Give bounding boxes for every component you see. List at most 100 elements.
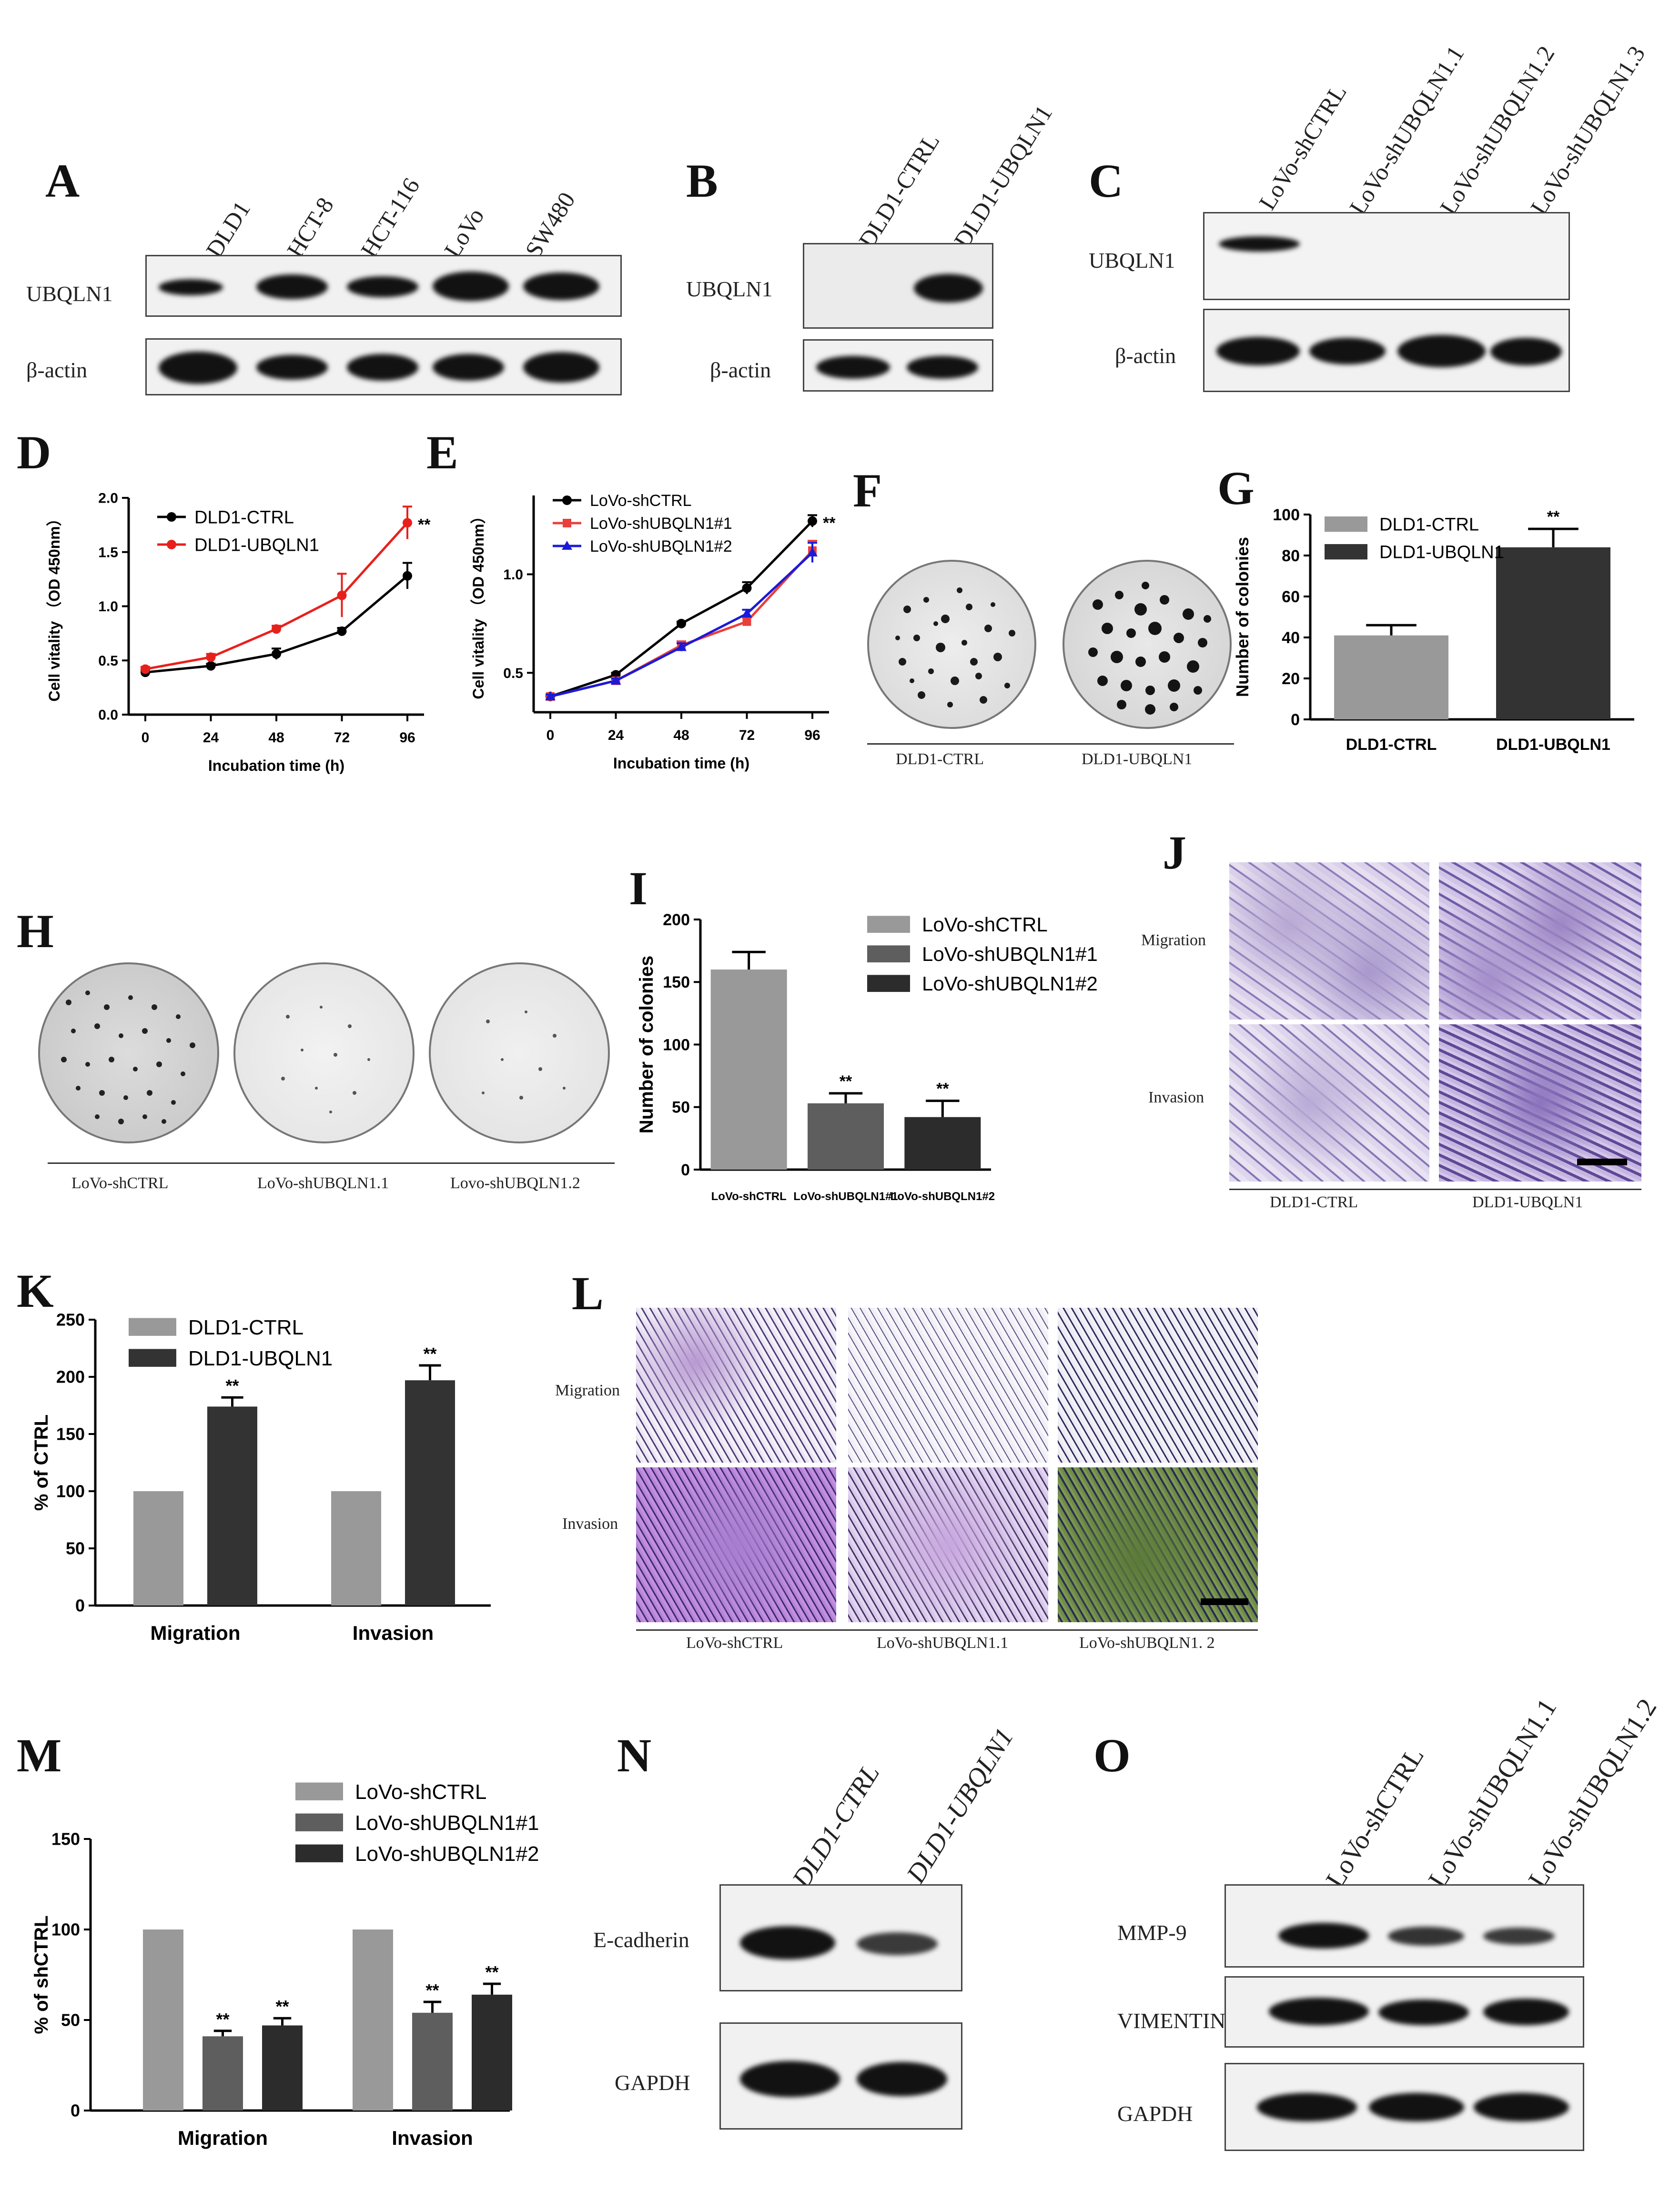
sample-caption: LoVo-shUBQLN1. 2: [1079, 1634, 1215, 1652]
y-axis-title: Cell vitality （OD 450nm）: [46, 511, 63, 701]
x-tick-label: 96: [804, 727, 820, 743]
panel-label-m: M: [17, 1729, 62, 1782]
data-point: [677, 618, 686, 628]
chart-k: 0 50 100 150 200 250 % of CTRL ** Migration ** Inv…: [31, 1310, 491, 1644]
y-tick-label: 150: [56, 1424, 85, 1444]
legend-swatch: [1325, 544, 1367, 560]
significance-mark: **: [423, 1344, 436, 1364]
lane-label: DLD1-UBQLN1: [901, 1723, 1020, 1889]
y-tick-label: 100: [56, 1482, 85, 1501]
y-tick-label: 150: [51, 1829, 80, 1849]
western-blot-mmp-9: [1225, 1884, 1584, 1968]
significance-mark: **: [275, 1997, 289, 2016]
y-tick-label: 60: [1282, 588, 1300, 606]
row-label: β-actin: [1115, 343, 1176, 368]
x-axis-title: Incubation time (h): [613, 755, 749, 772]
colony-plate: [867, 560, 1036, 729]
bar: [808, 1103, 884, 1170]
divider: [1229, 1189, 1641, 1190]
lane-label: LoVo-shCTRL: [1253, 79, 1352, 215]
micrograph: [1058, 1467, 1258, 1622]
y-tick-label: 50: [61, 2010, 80, 2030]
western-blot-beta-actin: [145, 338, 622, 395]
data-point: [206, 652, 216, 662]
x-tick-label: Invasion: [392, 2127, 473, 2149]
sample-caption: LoVo-shUBQLN1.1: [257, 1174, 389, 1192]
data-point: [272, 649, 281, 659]
row-label: UBQLN1: [1089, 248, 1175, 273]
bar: [133, 1491, 183, 1606]
panel-label-h: H: [17, 905, 54, 958]
panel-label-o: O: [1093, 1729, 1131, 1782]
panel-label-b: B: [686, 154, 718, 207]
sample-caption: DLD1-UBQLN1: [1082, 750, 1193, 768]
sample-caption: LoVo-shCTRL: [71, 1174, 169, 1192]
bar: [207, 1406, 257, 1606]
y-axis-title: Cell vitality （OD 450nm）: [470, 508, 487, 699]
panel-label-d: D: [17, 426, 51, 479]
panel-label-g: G: [1217, 462, 1255, 515]
row-label: GAPDH: [1117, 2101, 1193, 2126]
lane-label: HCT-8: [281, 192, 339, 263]
data-point: [337, 626, 347, 636]
bar: [472, 1994, 512, 2111]
legend-marker: [167, 540, 176, 549]
significance-mark: **: [425, 1980, 439, 2000]
lane-label: HCT-116: [355, 173, 425, 263]
significance-mark: **: [1547, 508, 1560, 526]
panel-label-i: I: [629, 862, 648, 915]
row-label: UBQLN1: [686, 277, 773, 301]
legend-swatch: [129, 1349, 176, 1367]
legend-label: LoVo-shCTRL: [355, 1780, 486, 1804]
data-point: [742, 617, 751, 626]
micrograph: [1439, 862, 1641, 1020]
x-tick-label: Invasion: [353, 1622, 434, 1644]
legend-label: LoVo-shUBQLN1#1: [355, 1811, 539, 1835]
legend-swatch: [867, 945, 910, 963]
chart-e: 0.5 1.0 Cell vitality （OD 450nm） 0 24 48 72 96 I…: [470, 492, 836, 772]
western-blot-ubqln1: [1203, 212, 1570, 300]
legend-label: DLD1-CTRL: [194, 508, 294, 528]
legend-label: DLD1-UBQLN1: [1379, 543, 1504, 563]
row-label: Migration: [1141, 931, 1206, 949]
micrograph: [1058, 1308, 1258, 1463]
bar: [1496, 547, 1610, 719]
x-tick-label: DLD1-UBQLN1: [1496, 736, 1610, 754]
y-tick-label: 1.5: [98, 545, 118, 560]
y-tick-label: 50: [672, 1099, 690, 1117]
divider: [48, 1162, 615, 1164]
y-tick-label: 1.0: [98, 599, 118, 615]
divider: [867, 743, 1234, 745]
panel-label-j: J: [1163, 826, 1186, 879]
y-tick-label: 0.5: [98, 653, 118, 669]
legend-label: LoVo-shUBQLN1#2: [922, 972, 1098, 995]
legend-label: LoVo-shUBQLN1#2: [590, 537, 732, 556]
data-point: [741, 608, 752, 618]
bar: [353, 1929, 393, 2111]
x-tick-label: LoVo-shUBQLN1#1: [793, 1190, 898, 1203]
x-tick-label: 0: [547, 727, 555, 743]
panel-label-l: L: [572, 1267, 604, 1320]
panel-label-n: N: [617, 1729, 652, 1782]
colony-plate: [38, 962, 219, 1143]
x-tick-label: Migration: [178, 2127, 268, 2149]
data-point: [272, 624, 281, 634]
y-tick-label: 100: [1273, 506, 1300, 524]
bar: [1334, 635, 1448, 719]
chart-i: 0 50 100 150 200 Number of colonies LoVo-shCTR…: [636, 911, 1098, 1203]
micrograph: [1229, 1024, 1429, 1182]
y-tick-label: 150: [663, 973, 690, 991]
x-tick-label: 96: [399, 730, 415, 746]
y-tick-label: 250: [56, 1310, 85, 1330]
colony-dots: [482, 1010, 566, 1100]
y-tick-label: 0.0: [98, 707, 118, 723]
legend-label: LoVo-shCTRL: [590, 492, 692, 510]
data-point: [403, 571, 412, 581]
legend-swatch: [867, 916, 910, 933]
y-tick-label: 2.0: [98, 491, 118, 506]
significance-mark: **: [418, 515, 431, 534]
western-blot-ubqln1: [803, 243, 993, 329]
bar: [262, 2025, 303, 2111]
x-tick-label: 72: [334, 730, 350, 746]
legend-swatch: [295, 1813, 343, 1831]
